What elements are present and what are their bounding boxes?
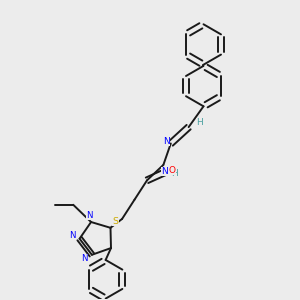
Text: N: N xyxy=(86,211,93,220)
Text: N: N xyxy=(81,254,88,263)
Text: N: N xyxy=(69,231,75,240)
Text: O: O xyxy=(169,166,176,175)
Text: H: H xyxy=(171,169,178,178)
Text: S: S xyxy=(112,217,118,226)
Text: H: H xyxy=(196,118,202,127)
Text: N: N xyxy=(161,167,168,176)
Text: N: N xyxy=(163,136,170,146)
